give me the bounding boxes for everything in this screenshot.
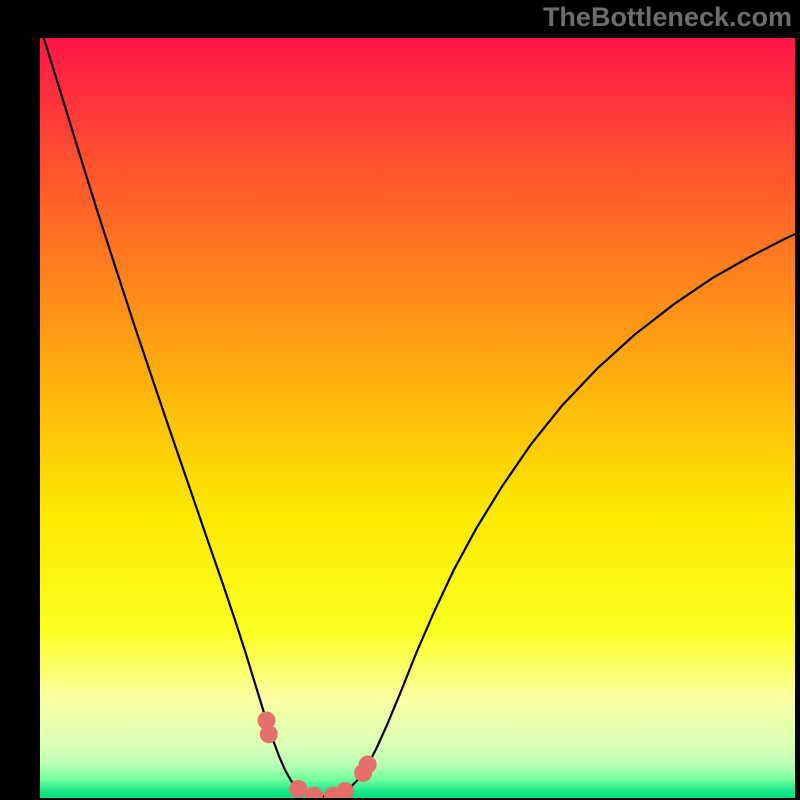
data-marker	[359, 756, 377, 774]
data-marker	[260, 725, 278, 743]
watermark-text: TheBottleneck.com	[543, 2, 792, 33]
gradient-background	[40, 38, 795, 798]
chart-plot	[40, 38, 795, 798]
data-marker	[289, 780, 307, 798]
chart-frame: TheBottleneck.com	[0, 0, 800, 800]
